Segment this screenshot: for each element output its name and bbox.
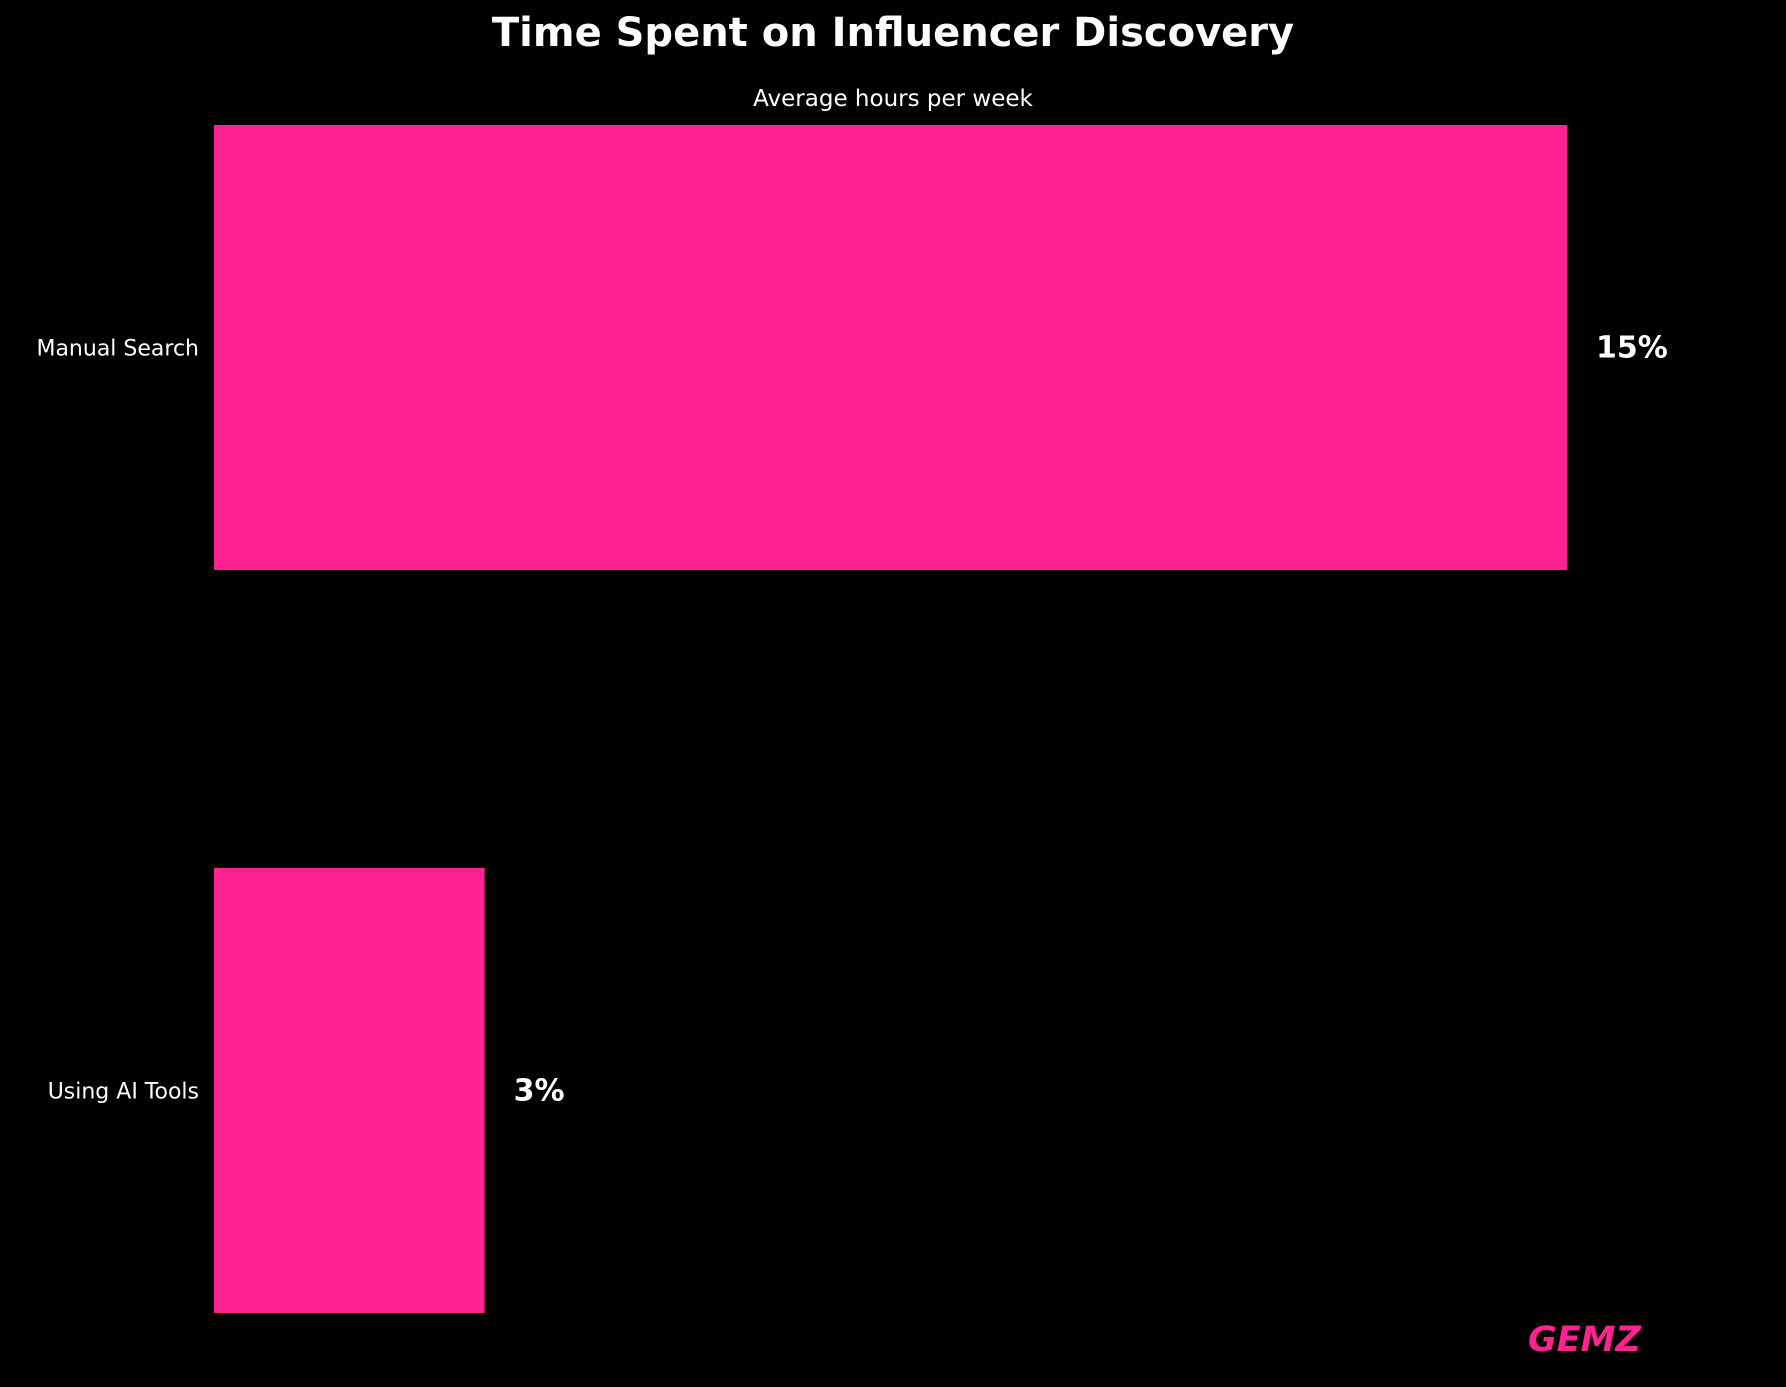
bar-1 <box>214 868 485 1313</box>
value-label: 3% <box>514 1074 565 1109</box>
category-label: Using AI Tools <box>48 1080 199 1105</box>
category-label: Manual Search <box>36 337 199 362</box>
bar-0 <box>214 125 1567 570</box>
value-label: 15% <box>1596 331 1668 366</box>
chart-subtitle: Average hours per week <box>753 86 1033 112</box>
brand-logo: GEMZ <box>1528 1320 1641 1360</box>
chart-title: Time Spent on Influencer Discovery <box>491 10 1295 56</box>
